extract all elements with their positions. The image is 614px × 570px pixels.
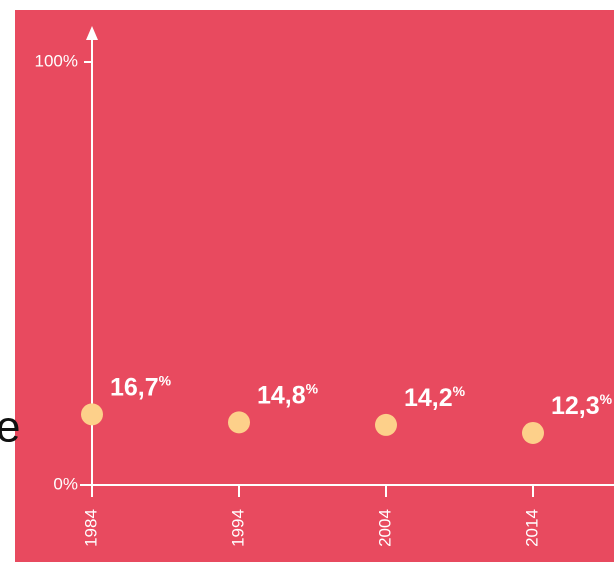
x-tick-label: 2004 bbox=[375, 509, 394, 547]
value-label: 14,8% bbox=[257, 380, 319, 409]
y-axis-arrow bbox=[86, 26, 98, 40]
x-tick-label: 1984 bbox=[81, 509, 100, 547]
value-label: 16,7% bbox=[110, 372, 172, 401]
data-point bbox=[522, 421, 544, 444]
data-point bbox=[228, 411, 250, 434]
data-point bbox=[375, 413, 397, 436]
y-tick-label: 0% bbox=[53, 474, 78, 493]
x-tick-label: 1994 bbox=[228, 509, 247, 547]
background bbox=[15, 10, 614, 562]
x-tick-label: 2014 bbox=[522, 509, 541, 547]
data-point bbox=[81, 403, 103, 426]
value-label: 12,3% bbox=[551, 391, 613, 420]
edge-letter: e bbox=[0, 403, 20, 452]
value-label: 14,2% bbox=[404, 383, 466, 412]
y-tick-label: 100% bbox=[35, 51, 78, 70]
